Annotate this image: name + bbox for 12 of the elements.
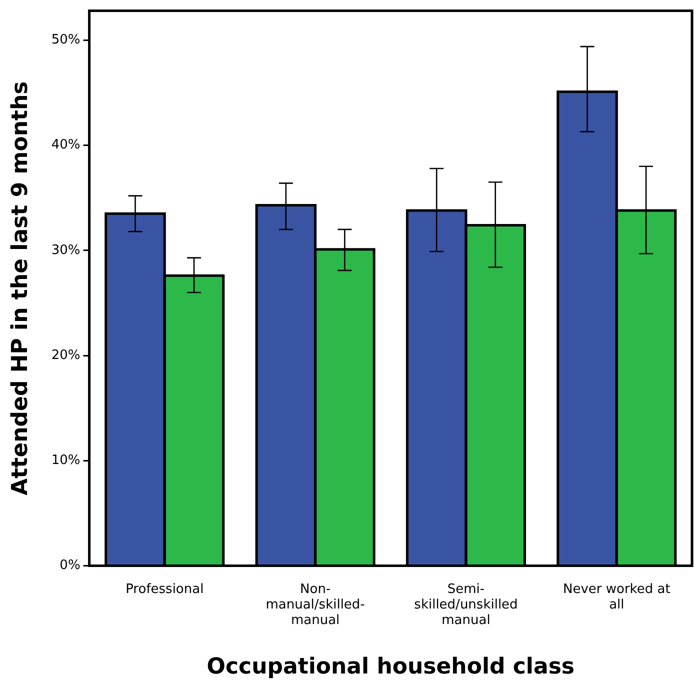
y-tick-label: 10%	[51, 453, 80, 468]
y-tick-label: 30%	[51, 242, 80, 258]
y-axis-title: Attended HP in the last 9 months	[8, 81, 33, 496]
y-tick-label: 40%	[51, 138, 80, 153]
y-tick-label: 0%	[60, 558, 80, 574]
x-tick-label: Semi-skilled/unskilled manual	[414, 582, 518, 628]
x-tick-label: Never worked at all	[562, 582, 670, 613]
y-tick-label: 20%	[51, 348, 80, 363]
x-tick-label: Professional	[126, 582, 204, 597]
x-axis-title: Occupational household class	[206, 654, 575, 680]
y-tick-label: 50%	[51, 32, 80, 48]
x-tick-label: Non-manual/skilled-manual	[266, 582, 366, 628]
